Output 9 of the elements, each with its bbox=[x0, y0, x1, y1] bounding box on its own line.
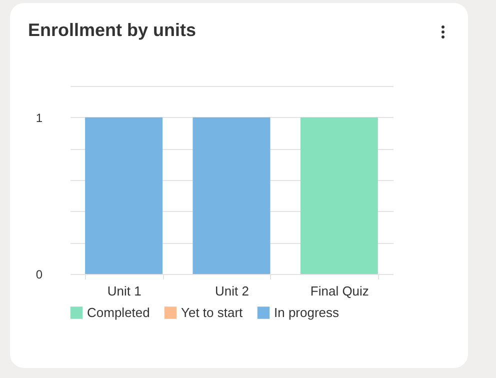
legend-label: Completed bbox=[87, 304, 150, 320]
x-tick-label: Final Quiz bbox=[310, 284, 369, 298]
x-tick-label: Unit 2 bbox=[215, 284, 249, 298]
legend-label: Yet to start bbox=[181, 304, 244, 320]
legend-label: In progress bbox=[274, 304, 340, 320]
y-tick-label: 1 bbox=[36, 110, 43, 125]
y-tick-label: 0 bbox=[36, 268, 43, 282]
x-tick-label: Unit 1 bbox=[107, 284, 142, 298]
chart-title: Enrollment by units bbox=[28, 20, 196, 41]
